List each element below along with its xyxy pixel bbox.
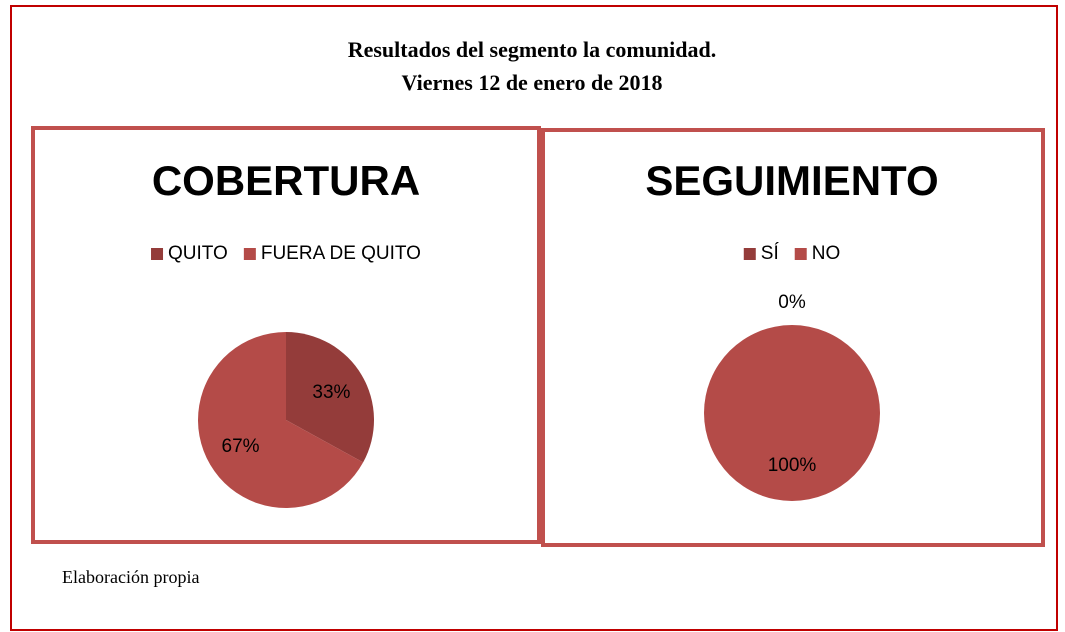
- legend-swatch: [243, 248, 256, 260]
- note: Elaboración propia: [62, 567, 199, 587]
- header-subtitle: Viernes 12 de enero de 2018: [402, 70, 663, 95]
- pie-slice: [198, 332, 364, 509]
- data-label: 100%: [768, 455, 817, 476]
- data-label: 33%: [312, 382, 350, 403]
- chart-title: COBERTURA: [152, 157, 420, 204]
- chart-frame: [541, 128, 1045, 547]
- data-label: 0%: [778, 292, 806, 313]
- legend-label: NO: [812, 243, 841, 264]
- pie-slice: [286, 332, 374, 463]
- legend-swatch: [794, 248, 807, 260]
- legend-label: FUERA DE QUITO: [261, 243, 421, 264]
- legend-label: SÍ: [761, 243, 780, 264]
- legend-label: QUITO: [168, 243, 228, 264]
- legend-swatch: [743, 248, 756, 260]
- pie-slice: [704, 325, 880, 501]
- chart-frame: [31, 126, 541, 544]
- page-frame: [10, 5, 1058, 631]
- chart-title: SEGUIMIENTO: [645, 157, 938, 204]
- data-label: 67%: [222, 436, 260, 457]
- legend-swatch: [151, 248, 164, 260]
- header-title: Resultados del segmento la comunidad.: [348, 37, 717, 62]
